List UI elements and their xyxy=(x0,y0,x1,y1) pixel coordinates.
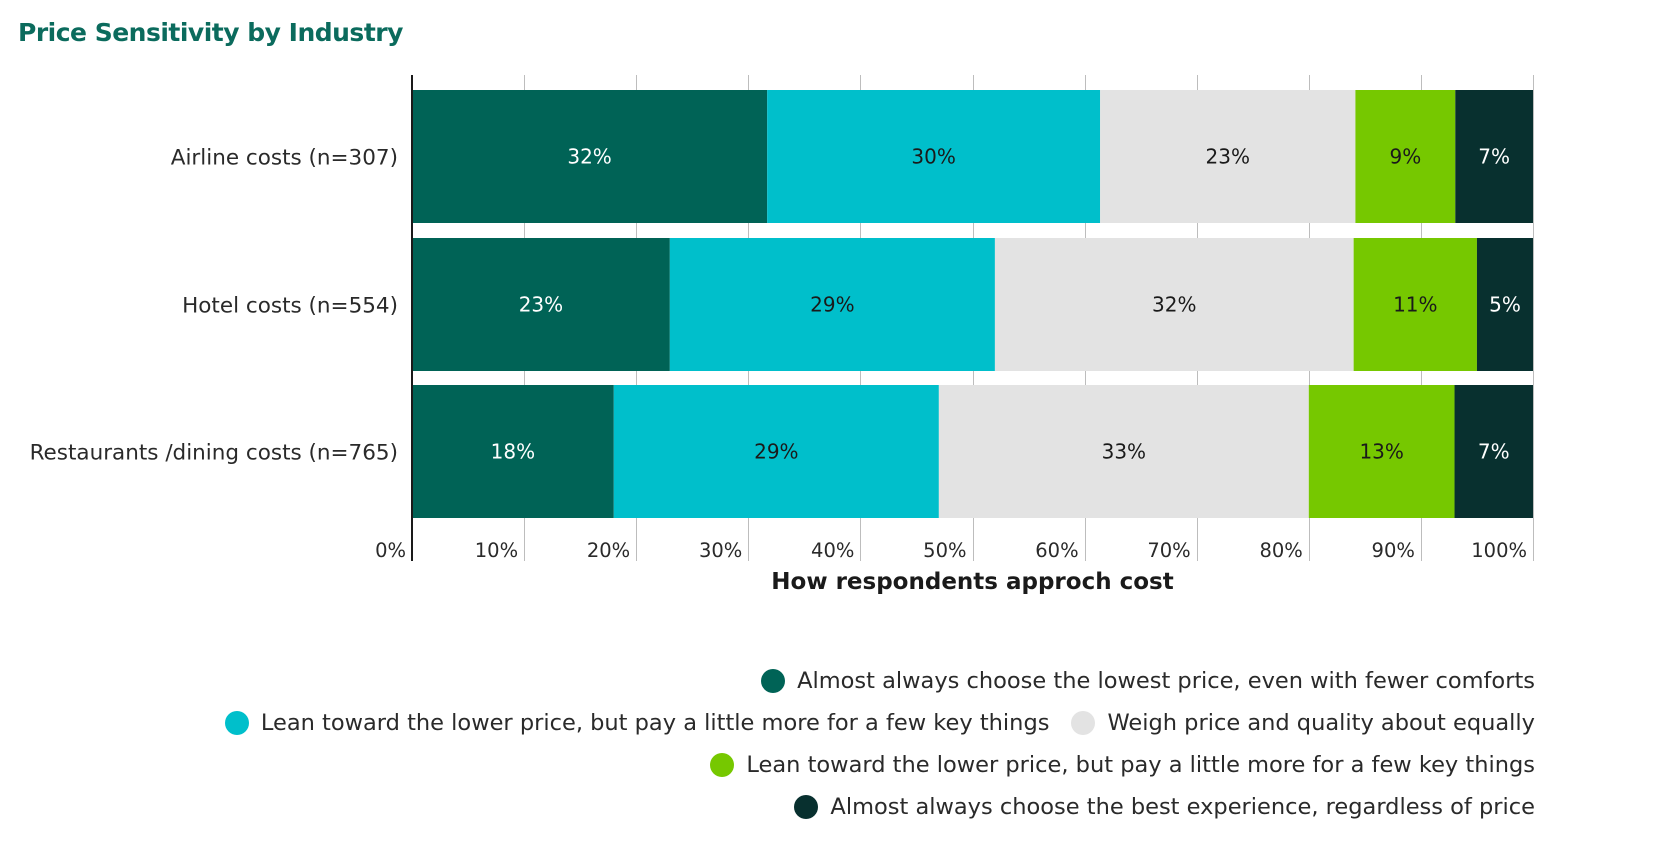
legend-item-lowest-price: Almost always choose the lowest price, e… xyxy=(761,668,1535,694)
x-tick-label: 30% xyxy=(699,539,742,562)
bar-segment xyxy=(1455,90,1533,223)
x-tick-label: 90% xyxy=(1372,539,1415,562)
category-label: Hotel costs (n=554) xyxy=(182,294,398,319)
legend-label: Almost always choose the lowest price, e… xyxy=(797,668,1535,694)
data-label: 30% xyxy=(911,145,955,169)
x-tick-label: 70% xyxy=(1147,539,1190,562)
x-tick-label: 20% xyxy=(587,539,630,562)
legend-label: Lean toward the lower price, but pay a l… xyxy=(260,710,1050,736)
bar-segment xyxy=(1476,238,1533,371)
legend-label: Almost always choose the best experience… xyxy=(830,794,1535,820)
bar-segment xyxy=(412,90,768,223)
stacked-bar-chart: 32% 30% 23% 9% 7% Airline costs (n=307) 23% 29%… xyxy=(30,75,1534,595)
data-label: 23% xyxy=(519,293,563,317)
legend-label: Lean toward the lower price, but pay a l… xyxy=(746,752,1535,778)
x-tick-label: 50% xyxy=(923,539,966,562)
x-tick-label: 80% xyxy=(1259,539,1302,562)
legend-row-4: Almost always choose the best experience… xyxy=(135,786,1535,828)
legend-item-lean-lower-2: Lean toward the lower price, but pay a l… xyxy=(710,752,1535,778)
chart-title: Price Sensitivity by Industry xyxy=(18,18,403,47)
legend-item-weigh-equally: Weigh price and quality about equally xyxy=(1071,710,1535,736)
bar-segment xyxy=(412,238,670,371)
data-label: 29% xyxy=(810,293,854,317)
bar-segment xyxy=(613,385,939,518)
bar-segment xyxy=(938,385,1309,518)
legend-dot-icon xyxy=(761,669,786,693)
bar-segment xyxy=(669,238,995,371)
data-label: 29% xyxy=(754,440,798,464)
x-tick-label: 0% xyxy=(375,539,406,562)
bar-segment xyxy=(1308,385,1455,518)
bar-segment xyxy=(767,90,1101,223)
data-label: 18% xyxy=(491,440,535,464)
data-label: 9% xyxy=(1389,145,1421,169)
data-label: 7% xyxy=(1478,440,1510,464)
x-tick-label: 10% xyxy=(475,539,518,562)
bar-segment xyxy=(1353,238,1477,371)
legend-dot-icon xyxy=(1071,711,1096,735)
legend-row-3: Lean toward the lower price, but pay a l… xyxy=(135,744,1535,786)
category-label: Restaurants /dining costs (n=765) xyxy=(30,441,398,466)
data-label: 5% xyxy=(1489,293,1521,317)
bar-segment xyxy=(994,238,1354,371)
chart-legend: Almost always choose the lowest price, e… xyxy=(135,660,1535,828)
legend-dot-icon xyxy=(710,753,735,777)
data-label: 32% xyxy=(567,145,611,169)
x-tick-label: 60% xyxy=(1035,539,1078,562)
data-label: 11% xyxy=(1393,293,1437,317)
legend-item-lean-lower: Lean toward the lower price, but pay a l… xyxy=(224,710,1050,736)
bar-segment xyxy=(1355,90,1456,223)
data-label: 23% xyxy=(1206,145,1250,169)
x-axis-title: How respondents approch cost xyxy=(771,569,1173,595)
legend-item-best-experience: Almost always choose the best experience… xyxy=(794,794,1535,820)
x-tick-label: 100% xyxy=(1471,539,1527,562)
legend-row-2: Lean toward the lower price, but pay a l… xyxy=(135,702,1535,744)
bar-segment xyxy=(1454,385,1533,518)
data-label: 32% xyxy=(1152,293,1196,317)
bar-segment xyxy=(1100,90,1356,223)
data-label: 7% xyxy=(1478,145,1510,169)
data-label: 33% xyxy=(1102,440,1146,464)
legend-dot-icon xyxy=(224,711,249,735)
legend-label: Weigh price and quality about equally xyxy=(1107,710,1535,736)
data-label: 13% xyxy=(1359,440,1403,464)
x-tick-label: 40% xyxy=(811,539,854,562)
category-label: Airline costs (n=307) xyxy=(171,146,398,171)
legend-row-1: Almost always choose the lowest price, e… xyxy=(135,660,1535,702)
bar-segment xyxy=(412,385,614,518)
legend-dot-icon xyxy=(794,795,819,819)
